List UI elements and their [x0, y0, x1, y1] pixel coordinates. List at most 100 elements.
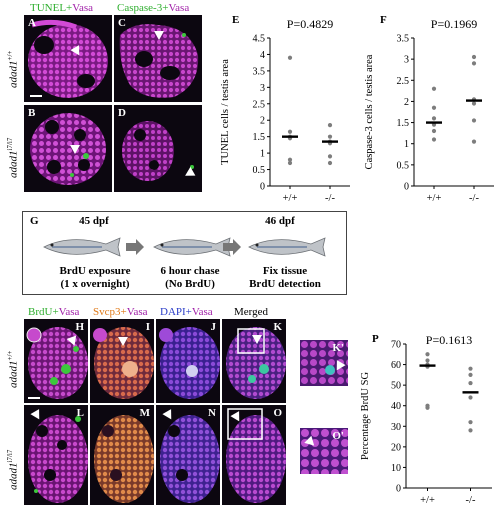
panel-letter-d: D [118, 107, 126, 119]
tissue-image [30, 113, 106, 185]
caspase-text: Caspase-3 [117, 2, 163, 14]
brdu-text: BrdU [28, 306, 53, 318]
data-point [468, 372, 473, 377]
zebrafish-icon-3 [248, 237, 326, 257]
zebrafish-icon-2 [153, 237, 231, 257]
panel-letter-o-prime: O' [332, 430, 344, 442]
p-value-title: P=0.4829 [287, 17, 333, 31]
micrograph-brdu-mutant: L [24, 405, 88, 505]
y-tick-label: 1 [260, 149, 265, 160]
panel-letter-g: G [30, 215, 39, 227]
caspase-vasa-label: Caspase-3+Vasa [117, 2, 189, 14]
y-axis-label: TUNEL cells / testis area [220, 59, 231, 165]
tissue-image [28, 415, 88, 503]
data-point [471, 61, 477, 66]
panel-letter-k-prime: K' [332, 342, 344, 354]
y-tick-label: 3.5 [397, 34, 410, 45]
y-tick-label: 3 [260, 83, 265, 94]
panel-letter-i: I [145, 321, 150, 333]
timepoint-start: 45 dpf [79, 215, 109, 227]
genotype: i7/i7 [6, 137, 14, 151]
panel-letter-c: C [118, 17, 126, 29]
micrograph-brdu-wildtype: H [24, 319, 88, 403]
data-point [287, 129, 293, 134]
gene-name: adad1 [7, 60, 20, 89]
y-tick-label: 0.5 [397, 160, 410, 171]
micrograph-tunel-wildtype: A [24, 15, 112, 102]
data-point [431, 116, 437, 121]
x-tick-label: -/- [466, 495, 476, 506]
chart-tunel-svg: P=0.4829 0 0.5 1 1.5 2 2.5 3 3.5 4 4.5 TUNEL cells … [220, 17, 350, 204]
timepoint-end: 46 dpf [265, 215, 295, 227]
data-point [468, 428, 473, 433]
data-point [287, 157, 293, 162]
panel-letter-l: L [76, 407, 84, 419]
plus-sign: + [185, 306, 192, 318]
micrograph-merged-wildtype: K [222, 319, 286, 403]
micrograph-caspase-wildtype: C [114, 15, 202, 102]
tissue-image [28, 19, 108, 98]
data-point [471, 118, 477, 123]
row-label-wildtype: adad1+/+ [6, 51, 20, 88]
data-point [431, 86, 437, 91]
vasa-text: Vasa [72, 2, 94, 14]
tissue-image [159, 327, 220, 399]
y-axis-label: Percentage BrdU SG [360, 372, 371, 460]
y-tick-label: 3 [404, 55, 409, 66]
tunel-text: TUNEL [30, 2, 67, 14]
tunel-vasa-label: TUNEL+Vasa [30, 2, 93, 14]
svcp3-text: Svcp3 [93, 306, 121, 318]
panel-letter-o: O [273, 407, 282, 419]
chart-caspase-svg: P=0.1969 0 0.5 1 1.5 2 2.5 3 3.5 Caspase-3 cells … [364, 17, 494, 204]
arrowhead-marker [70, 145, 80, 154]
y-tick-label: 50 [391, 381, 401, 392]
step3-title: Fix tissue [262, 265, 308, 277]
p-value-title: P=0.1969 [431, 17, 477, 31]
data-point [327, 154, 333, 159]
vasa-text: Vasa [191, 306, 213, 318]
data-point [327, 160, 333, 166]
y-tick-label: 30 [391, 422, 401, 433]
y-tick-label: 10 [391, 463, 401, 474]
data-point [287, 55, 293, 60]
zebrafish-timeline [43, 237, 326, 257]
genotype: +/+ [6, 350, 14, 361]
y-tick-label: 2.5 [397, 76, 410, 87]
x-tick-label: +/+ [420, 495, 435, 506]
y-tick-label: 2.5 [253, 99, 266, 110]
y-tick-label: 0 [404, 182, 409, 193]
arrowhead-marker [118, 337, 128, 346]
micrograph-merged-zoom-wildtype: K' [300, 340, 348, 386]
y-tick-label: 0.5 [253, 165, 266, 176]
y-tick-label: 3.5 [253, 66, 266, 77]
micrograph-svcp3-mutant: M [90, 405, 154, 505]
tissue-image [160, 415, 220, 503]
data-point [431, 105, 437, 110]
scale-bar [30, 95, 42, 97]
data-point [431, 137, 437, 142]
p-value-title: P=0.1613 [426, 333, 472, 347]
y-tick-label: 2 [260, 116, 265, 127]
step1-title: BrdU exposure [59, 265, 131, 277]
gene-name: adad1 [7, 462, 20, 491]
row-label-mutant-bottom: adad1i7/i7 [6, 450, 20, 490]
tissue-image [94, 415, 154, 503]
tissue-image [119, 24, 199, 98]
tissue-image [26, 327, 88, 399]
panel-letter-a: A [28, 17, 36, 29]
step3-subtitle: BrdU detection [249, 278, 321, 290]
data-point [425, 405, 430, 410]
step2-title: 6 hour chase [160, 265, 220, 277]
svcp3-vasa-label: Svcp3+Vasa [93, 306, 148, 318]
panel-letter-k: K [273, 321, 282, 333]
y-tick-label: 4.5 [253, 34, 266, 45]
gene-name: adad1 [7, 360, 20, 389]
micrograph-merged-zoom-mutant: O' [300, 428, 348, 474]
y-tick-label: 40 [391, 401, 401, 412]
data-point [471, 139, 477, 144]
y-tick-label: 1.5 [397, 118, 410, 129]
x-tick-label: +/+ [283, 193, 298, 204]
y-tick-label: 2 [404, 97, 409, 108]
x-tick-label: -/- [325, 193, 335, 204]
chart-caspase: P=0.1969 0 0.5 1 1.5 2 2.5 3 3.5 Caspase-3 cells … [356, 8, 500, 208]
